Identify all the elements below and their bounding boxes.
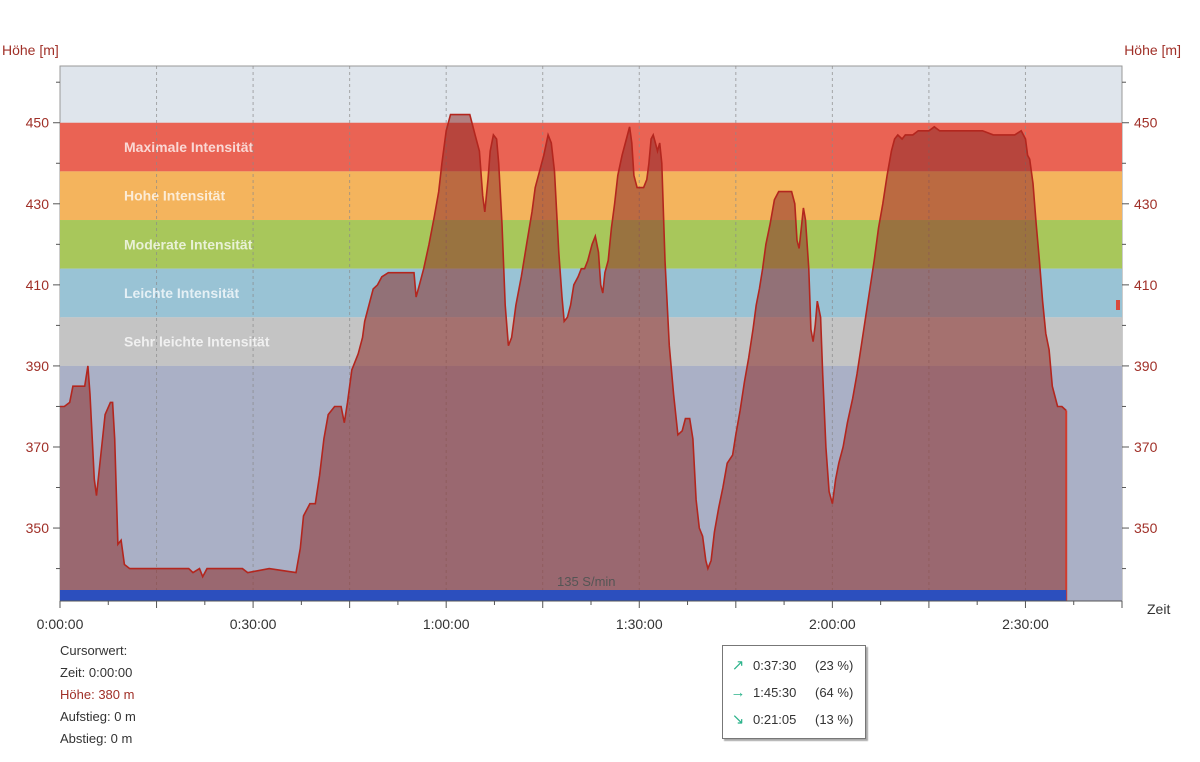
zone-label: Hohe Intensität [124,188,225,204]
legend-time: 0:21:05 [753,712,797,727]
legend-row-flat: → 1:45:30 (64 %) [723,679,865,706]
legend-percent: (23 %) [815,658,854,673]
y-axis-left: 350 370 390 410 430 450 [26,81,60,570]
arrow-right-icon: → [730,684,746,701]
y-tick-label: 350 [26,520,50,536]
x-tick-label: 0:00:00 [37,616,84,632]
cursor-descent-row: Abstieg: 0 m [60,728,136,750]
x-axis: 0:00:00 0:30:00 1:00:00 1:30:00 2:00:00 2:30:… [37,600,1123,632]
cursor-time-value: 0:00:00 [88,665,133,680]
y-tick-label: 450 [26,115,50,131]
cursor-time-row: Zeit: 0:00:00 [60,662,136,684]
legend-row-descent: ↘ 0:21:05 (13 %) [723,706,865,733]
cursor-descent-label: Abstieg: [60,731,107,746]
zone-label: Moderate Intensität [124,236,253,252]
cursor-title: Cursorwert: [60,643,128,658]
zone-label: Maximale Intensität [124,139,253,155]
cursor-ascent-label: Aufstieg: [60,709,111,724]
y-axis-right: 350 370 390 410 430 450 [1122,81,1158,570]
y-tick-label: 390 [1134,358,1158,374]
legend-row-ascent: ↗ 0:37:30 (23 %) [723,652,865,679]
cursor-ascent-value: 0 m [114,709,136,724]
cursor-height-row: Höhe: 380 m [60,684,136,706]
elevation-chart: Maximale Intensität Hohe Intensität Modera… [2,42,1181,632]
cursor-ascent-row: Aufstieg: 0 m [60,706,136,728]
legend-percent: (13 %) [815,712,854,727]
y-tick-label: 370 [26,439,50,455]
y-tick-label: 370 [1134,439,1158,455]
x-tick-label: 1:00:00 [423,616,470,632]
slope-legend: ↗ 0:37:30 (23 %) → 1:45:30 (64 %) ↘ 0:21… [722,645,866,739]
cadence-band [60,590,1067,601]
cursor-height-label: Höhe: [60,687,95,702]
y-tick-label: 430 [26,196,50,212]
y-tick-label: 410 [26,277,50,293]
legend-time: 1:45:30 [753,685,797,700]
y-axis-title-left: Höhe [m] [2,42,59,58]
x-axis-title: Zeit [1147,601,1170,617]
y-tick-label: 450 [1134,115,1158,131]
cursor-panel: Cursorwert: Zeit: 0:00:00 Höhe: 380 m Au… [60,640,136,750]
y-tick-label: 350 [1134,520,1158,536]
y-tick-label: 410 [1134,277,1158,293]
arrow-up-right-icon: ↗ [731,657,745,674]
y-tick-label: 430 [1134,196,1158,212]
cursor-descent-value: 0 m [110,731,133,746]
x-tick-label: 0:30:00 [230,616,277,632]
elevation-fill [60,114,1067,601]
cadence-bar [60,590,1067,601]
legend-time: 0:37:30 [753,658,797,673]
zone-label: Sehr leichte Intensität [124,334,270,350]
x-tick-label: 2:00:00 [809,616,856,632]
cadence-label: 135 S/min [557,574,616,589]
cursor-time-label: Zeit: [60,665,86,680]
legend-percent: (64 %) [815,685,854,700]
arrow-down-right-icon: ↘ [731,711,745,728]
x-tick-label: 2:30:00 [1002,616,1049,632]
y-axis-title-right: Höhe [m] [1124,42,1181,58]
end-marker-flag [1116,300,1120,310]
elevation-line [60,113,1067,579]
cursor-height-value: 380 m [98,687,135,702]
y-tick-label: 390 [26,358,50,374]
elevation-area [60,113,1120,601]
zone-label: Leichte Intensität [124,285,239,301]
x-tick-label: 1:30:00 [616,616,663,632]
